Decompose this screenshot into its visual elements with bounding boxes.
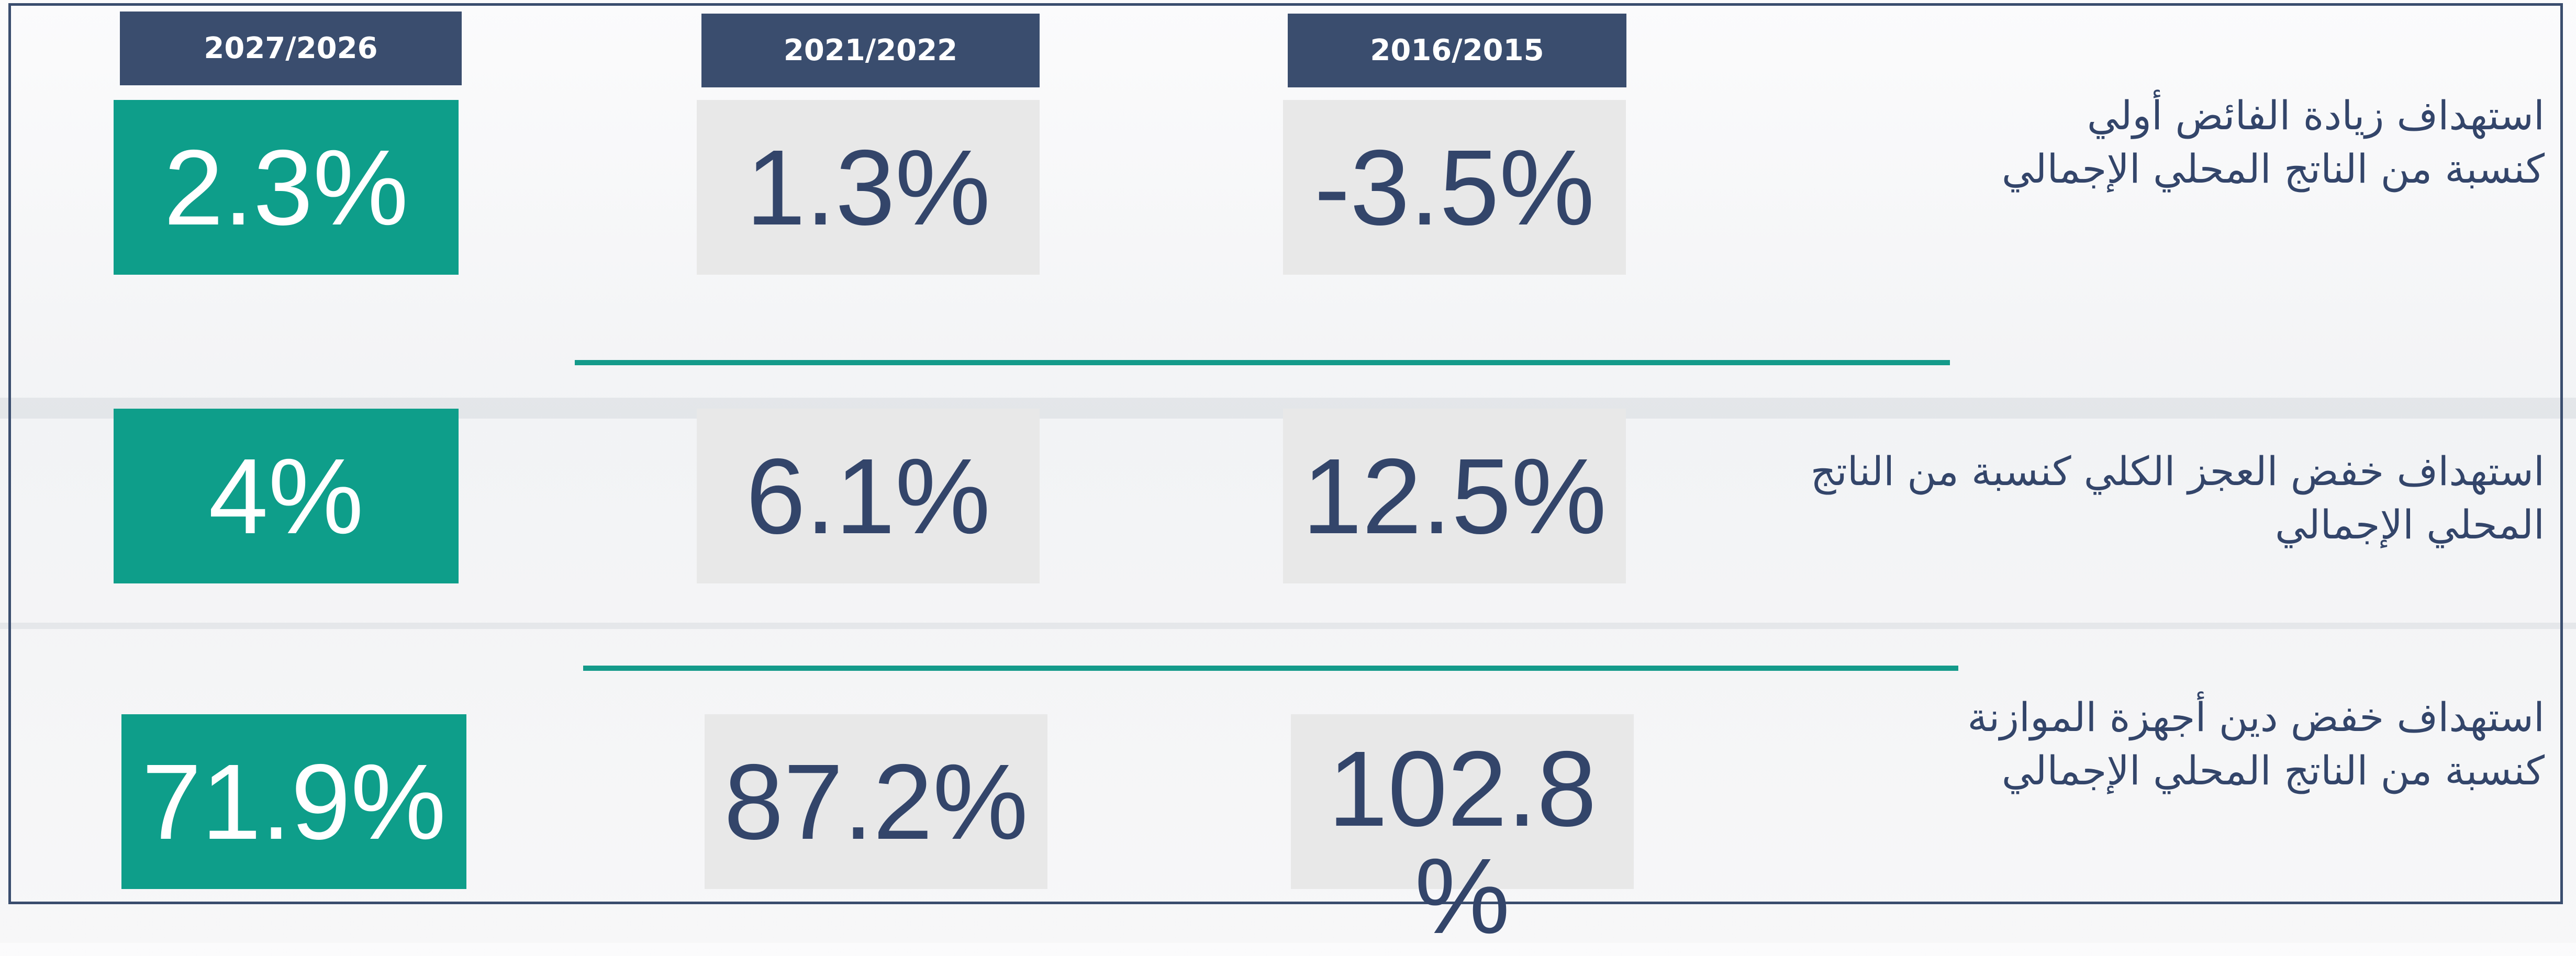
value-cell: 1.3% (697, 100, 1040, 275)
row-label: استهداف زيادة الفائض أولي كنسبة من الناتج… (1759, 89, 2545, 196)
value-cell: 6.1% (697, 409, 1040, 583)
column-header: 2016/2015 (1288, 14, 1626, 87)
separator (583, 666, 1958, 671)
label-line: المحلي الإجمالي (2275, 501, 2545, 548)
value-cell: -3.5% (1283, 100, 1626, 275)
column-header: 2027/2026 (120, 12, 462, 85)
value-cell: 87.2% (705, 714, 1047, 889)
row-label: استهداف خفض العجز الكلي كنسبة من الناتج ا… (1759, 445, 2545, 552)
column-header: 2021/2022 (701, 14, 1040, 87)
frame (8, 3, 2563, 904)
background-band (0, 623, 2576, 629)
value-cell: 71.9% (121, 714, 466, 889)
value-cell: 4% (114, 409, 459, 583)
value-cell: 2.3% (114, 100, 459, 275)
value-cell: 102.8 % (1291, 714, 1634, 950)
label-line: استهداف خفض دين أجهزة الموازنة (1967, 694, 2545, 740)
label-line: استهداف خفض العجز الكلي كنسبة من الناتج (1810, 448, 2545, 494)
label-line: كنسبة من الناتج المحلي الإجمالي (2001, 747, 2545, 794)
row-label: استهداف خفض دين أجهزة الموازنة كنسبة من ا… (1759, 691, 2545, 797)
label-line: كنسبة من الناتج المحلي الإجمالي (2001, 145, 2545, 192)
label-line: استهداف زيادة الفائض أولي (2087, 92, 2545, 139)
separator (575, 360, 1950, 365)
value-cell: 12.5% (1283, 409, 1626, 583)
